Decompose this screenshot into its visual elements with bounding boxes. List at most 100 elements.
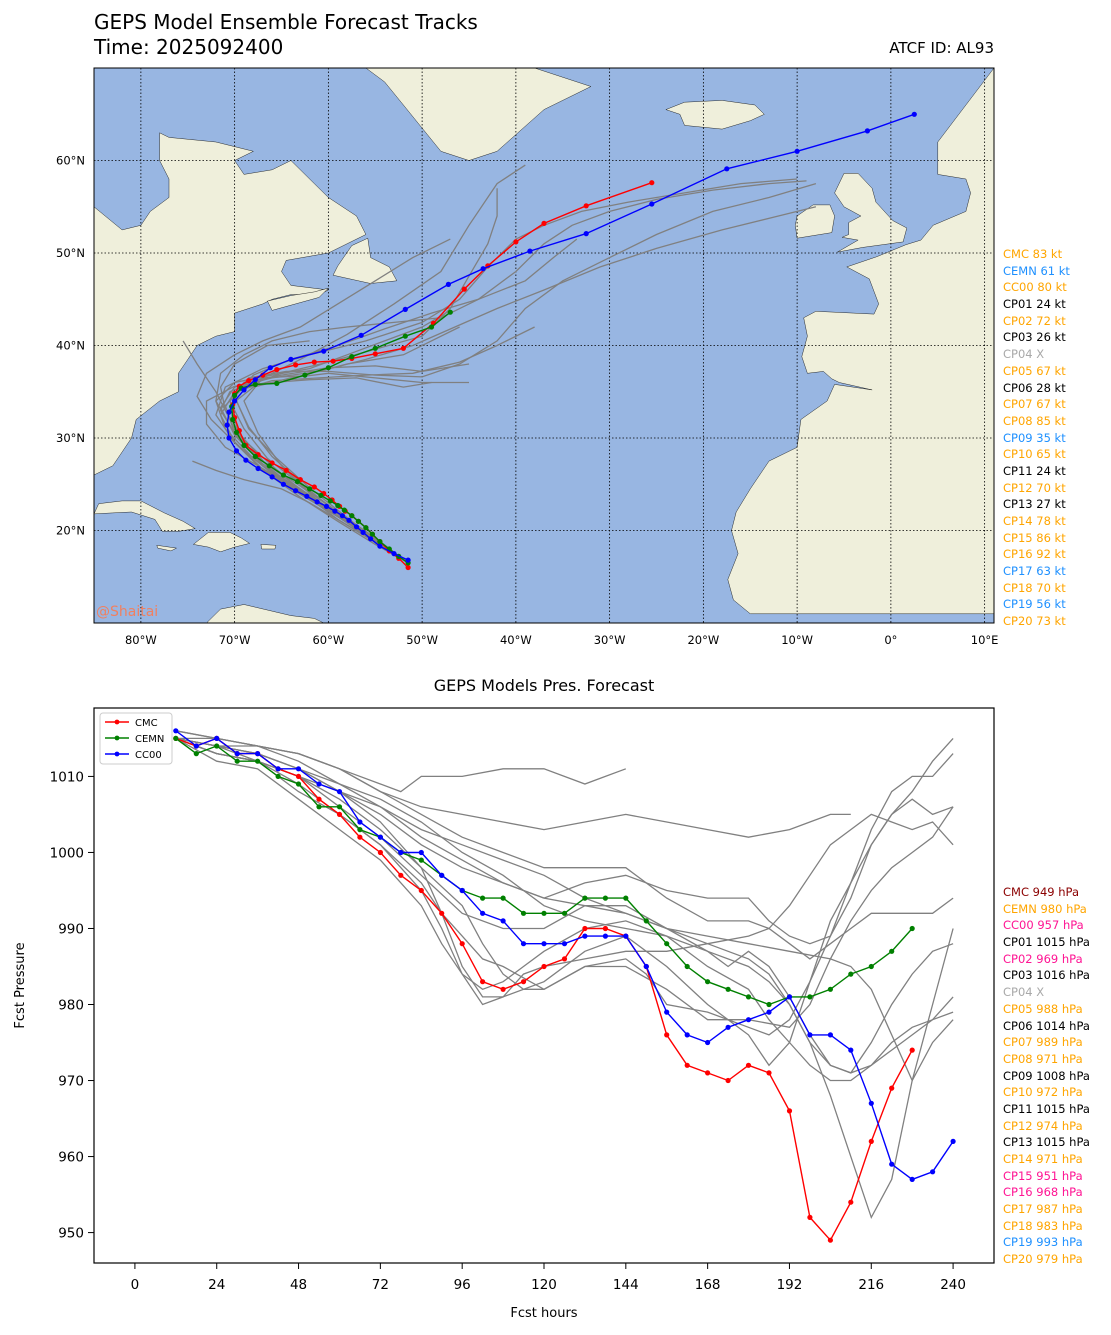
- pressure-point-cmc: [275, 766, 281, 772]
- pressure-point-cemn: [684, 963, 690, 970]
- x-tick-label: 120: [531, 1277, 557, 1293]
- wind-legend-entry: CEMN 61 kt: [1003, 263, 1070, 278]
- track-point-cc00: [323, 503, 330, 509]
- member-pressure-line: [175, 737, 954, 1006]
- pressure-legend-entry: CP20 979 hPa: [1003, 1252, 1083, 1267]
- x-tick-label: 48: [290, 1277, 307, 1293]
- land-polygon: [665, 100, 765, 130]
- lat-tick-label: 40°N: [56, 339, 85, 353]
- pressure-point-cmc: [459, 941, 465, 947]
- pressure-point-cmc: [684, 1062, 690, 1068]
- pressure-point-cc00: [500, 918, 506, 924]
- pressure-point-cc00: [602, 933, 609, 939]
- pressure-point-cemn: [868, 963, 874, 970]
- pressure-point-cemn: [255, 758, 261, 764]
- pressure-point-cmc: [255, 751, 261, 757]
- pressure-point-cc00: [827, 1032, 834, 1038]
- y-tick-label: 990: [58, 921, 84, 937]
- member-pressure-line: [175, 737, 954, 1029]
- pressure-point-cemn: [848, 971, 854, 977]
- x-tick-label: 168: [695, 1277, 721, 1293]
- track-point-cc00: [288, 356, 294, 362]
- pressure-point-cemn: [459, 887, 465, 894]
- pressure-point-cc00: [336, 789, 343, 795]
- track-point-cemn: [341, 507, 347, 513]
- pressure-point-cemn: [602, 895, 609, 901]
- track-point-cc00: [252, 377, 258, 383]
- wind-legend-entry: CP12 70 kt: [1003, 480, 1066, 495]
- track-point-cemn: [307, 486, 313, 492]
- x-tick-label: 72: [372, 1277, 389, 1293]
- wind-legend: CMC 83 kt CEMN 61 kt CC00 80 kt CP01 24 kt C…: [1003, 246, 1070, 630]
- member-pressure-line: [175, 730, 627, 793]
- pressure-point-cemn: [357, 827, 363, 833]
- member-track: [215, 180, 807, 564]
- pressure-point-cc00: [807, 1032, 813, 1038]
- lon-tick-label: 40°W: [500, 633, 532, 647]
- x-tick-label: 192: [777, 1277, 803, 1293]
- pressure-point-cmc: [561, 956, 568, 962]
- pressure-legend-entry: CP15 951 hPa: [1003, 1168, 1083, 1183]
- lat-tick-label: 60°N: [56, 154, 85, 168]
- land-polygon: [834, 173, 908, 253]
- track-point-cemn: [232, 392, 238, 398]
- wind-legend-entry: CP05 67 kt: [1003, 363, 1066, 378]
- track-point-cmc: [283, 467, 289, 473]
- pressure-point-cmc: [193, 743, 199, 749]
- pressure-point-cemn: [480, 895, 486, 901]
- y-tick-label: 1000: [50, 845, 84, 861]
- pressure-point-cemn: [643, 918, 649, 924]
- track-point-cc00: [649, 201, 655, 207]
- track-point-cc00: [360, 529, 366, 536]
- pressure-legend-entry: CP01 1015 hPa: [1003, 935, 1090, 950]
- pressure-legend: CMC 949 hPa CEMN 980 hPa CC00 957 hPa CP01 …: [1003, 884, 1090, 1268]
- pressure-line-cemn: [175, 737, 913, 1006]
- pressure-legend-entry: CP13 1015 hPa: [1003, 1135, 1090, 1150]
- track-point-cc00: [269, 474, 275, 480]
- pressure-point-cemn: [786, 994, 793, 1000]
- track-point-cmc: [461, 286, 467, 292]
- pressure-point-cc00: [705, 1039, 711, 1046]
- pressure-point-cmc: [377, 849, 383, 856]
- pressure-legend-entry: CP09 1008 hPa: [1003, 1068, 1090, 1083]
- pressure-legend-entry: CP17 987 hPa: [1003, 1202, 1083, 1217]
- track-point-cc00: [339, 513, 345, 519]
- pressure-point-cc00: [214, 735, 220, 742]
- pressure-point-cmc: [807, 1214, 813, 1220]
- wind-legend-entry: CP07 67 kt: [1003, 397, 1066, 412]
- track-point-cc00: [267, 365, 273, 371]
- land-polygon: [332, 237, 398, 284]
- pressure-point-cc00: [316, 781, 322, 787]
- member-pressure-line: [175, 737, 954, 960]
- track-point-cc00: [405, 557, 411, 563]
- track-point-cemn: [325, 365, 331, 371]
- member-track: [215, 178, 798, 564]
- track-point-cc00: [226, 435, 232, 441]
- track-point-cc00: [226, 409, 232, 415]
- map-axis-labels: 80°W 70°W 60°W 50°W 40°W 30°W 20°W 10°W 0° 10°E 20…: [56, 154, 998, 648]
- pressure-point-cmc: [357, 834, 363, 840]
- pressure-point-cemn: [193, 751, 199, 757]
- pressure-legend-entry: CP16 968 hPa: [1003, 1185, 1083, 1200]
- track-point-cemn: [280, 472, 286, 478]
- lon-tick-label: 0°: [884, 633, 897, 647]
- x-tick-label: 0: [131, 1277, 140, 1293]
- member-pressure-line: [175, 737, 954, 1220]
- lon-tick-label: 50°W: [406, 633, 438, 647]
- pressure-point-cc00: [623, 933, 629, 939]
- track-point-cemn: [428, 324, 435, 330]
- pressure-point-cemn: [725, 986, 731, 992]
- pressure-point-cmc: [295, 773, 302, 780]
- track-point-cc00: [241, 387, 247, 393]
- member-pressure-line: [175, 737, 954, 1082]
- track-point-cc00: [255, 465, 261, 472]
- track-point-cmc: [405, 564, 411, 571]
- pressure-line-cc00: [175, 730, 954, 1181]
- wind-legend-entry: CC00 80 kt: [1003, 280, 1067, 295]
- track-point-cc00: [402, 306, 408, 312]
- pressure-legend-entry: CC00 957 hPa: [1003, 918, 1084, 933]
- track-point-cmc: [372, 351, 378, 357]
- track-point-cemn: [447, 309, 453, 315]
- wind-legend-entry: CP04 X: [1003, 347, 1045, 362]
- legend-label-cc00: CC00: [135, 750, 162, 761]
